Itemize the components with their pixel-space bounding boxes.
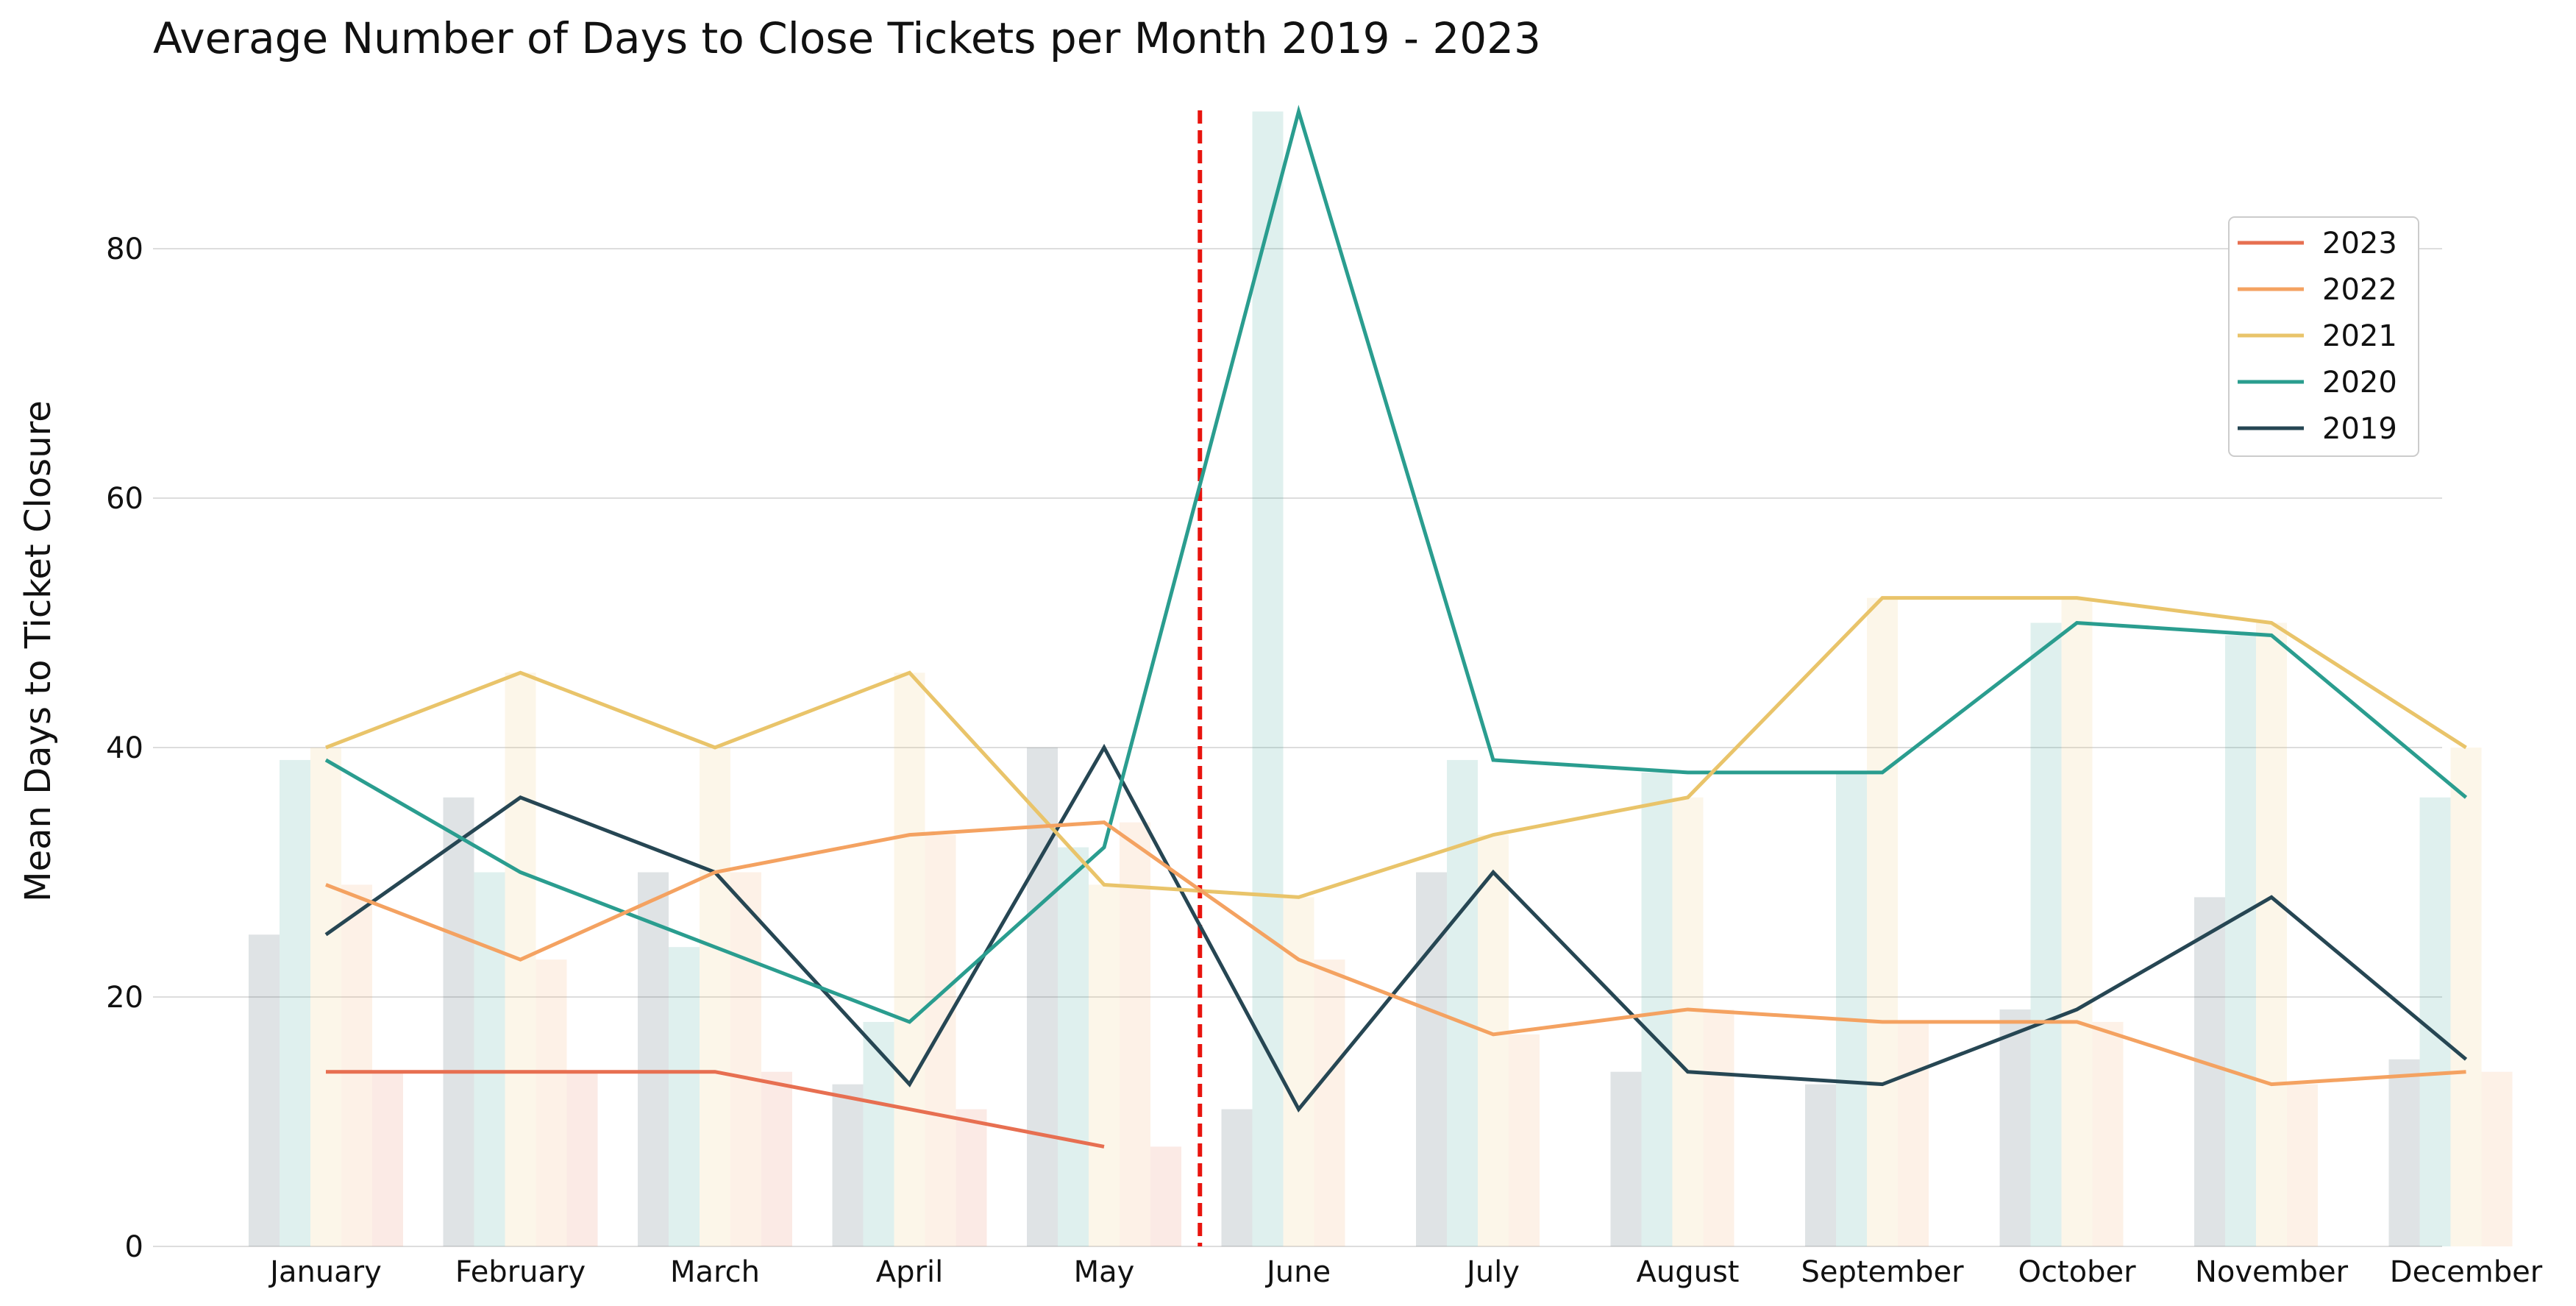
y-tick-layer: 0 20 40 60 80 (106, 233, 143, 1264)
bar (1509, 1034, 1540, 1246)
bar (1221, 1109, 1253, 1246)
bar (2256, 622, 2287, 1246)
bar (536, 959, 567, 1246)
x-tick-label: June (1264, 1255, 1331, 1289)
bar (1058, 847, 1089, 1246)
x-tick-label: January (268, 1255, 382, 1289)
legend-label: 2022 (2322, 273, 2397, 307)
bar (1610, 1071, 1642, 1246)
x-tick-label: May (1074, 1255, 1135, 1289)
bar (1672, 797, 1704, 1246)
bar (1867, 597, 1898, 1246)
bar (832, 1084, 864, 1246)
bar (1089, 884, 1120, 1246)
y-axis-label: Mean Days to Ticket Closure (18, 400, 59, 902)
x-tick-label: November (2195, 1255, 2349, 1289)
legend: 2023 2022 2021 2020 2019 (2228, 216, 2419, 457)
bar (341, 884, 372, 1246)
y-tick-label: 60 (106, 482, 143, 516)
grid-layer (153, 248, 2442, 1247)
x-tick-label: July (1465, 1255, 1520, 1289)
bar (566, 1071, 598, 1246)
bar (1999, 1009, 2031, 1246)
y-tick-label: 20 (106, 981, 143, 1015)
series-line (324, 104, 2468, 1024)
bar (2287, 1084, 2318, 1246)
x-tick-label: April (876, 1255, 943, 1289)
bar (443, 797, 474, 1246)
bar (249, 934, 280, 1246)
legend-label: 2023 (2322, 227, 2397, 260)
bar-layer (249, 111, 2513, 1246)
bar (2030, 622, 2062, 1246)
x-tick-label: September (1801, 1255, 1964, 1289)
bar (1447, 759, 1478, 1246)
bar (1703, 1009, 1734, 1246)
bar (2225, 635, 2256, 1246)
bar (730, 872, 761, 1246)
bar (1478, 834, 1509, 1246)
legend-label: 2021 (2322, 319, 2397, 353)
bar (925, 834, 956, 1246)
bar (1027, 748, 1058, 1246)
bar (1641, 772, 1673, 1246)
x-tick-layer: January February March April May June July Augu… (268, 1255, 2543, 1289)
y-tick-label: 0 (125, 1230, 143, 1264)
legend-label: 2019 (2322, 412, 2397, 446)
bar (700, 748, 730, 1246)
bar (2450, 748, 2482, 1246)
bar (956, 1109, 987, 1246)
x-tick-label: March (670, 1255, 760, 1289)
bar (372, 1071, 403, 1246)
bar (280, 759, 310, 1246)
bar (2194, 897, 2225, 1246)
bar (1805, 1084, 1836, 1246)
bar (1120, 822, 1150, 1246)
x-tick-label: February (455, 1255, 586, 1289)
bar (1150, 1146, 1181, 1246)
series-line (324, 743, 2468, 1113)
series-line (326, 1070, 1105, 1149)
bar (310, 748, 341, 1246)
legend-label: 2020 (2322, 366, 2397, 400)
bar (1314, 959, 1345, 1246)
bar (1898, 1021, 1929, 1246)
bar (2388, 1059, 2420, 1246)
x-tick-label: August (1637, 1255, 1740, 1289)
y-tick-label: 40 (106, 731, 143, 765)
bar (474, 872, 505, 1246)
bar (2061, 597, 2093, 1246)
bar (1252, 111, 1284, 1246)
x-tick-label: December (2390, 1255, 2543, 1289)
bar (2092, 1021, 2124, 1246)
bar (2481, 1071, 2513, 1246)
bar (638, 872, 669, 1246)
bar (669, 947, 700, 1246)
bar (1416, 872, 1447, 1246)
bar (2419, 797, 2451, 1246)
chart-title: Average Number of Days to Close Tickets … (153, 13, 1541, 63)
x-tick-label: October (2018, 1255, 2136, 1289)
bar (863, 1021, 894, 1246)
line-layer (324, 104, 2468, 1149)
bar (894, 672, 925, 1246)
legend-frame (2228, 216, 2419, 457)
y-tick-label: 80 (106, 233, 143, 266)
bar (1836, 772, 1867, 1246)
bar (761, 1071, 792, 1246)
series-line (325, 596, 2467, 899)
bar (1283, 897, 1314, 1246)
series-line (325, 820, 2466, 1087)
